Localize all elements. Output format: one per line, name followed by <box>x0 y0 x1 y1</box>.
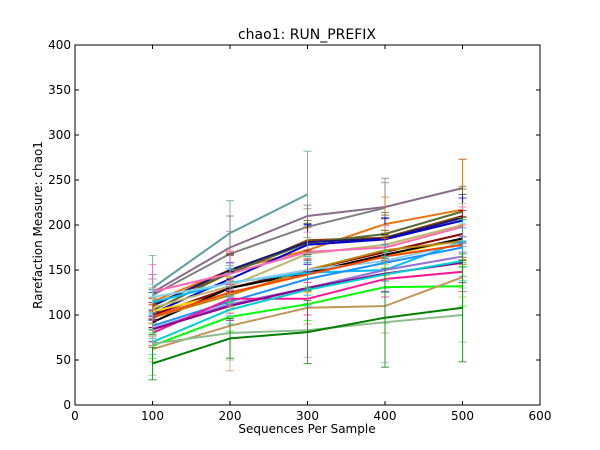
y-tick-label: 300 <box>48 128 71 142</box>
x-tick-label: 600 <box>529 409 552 423</box>
chart-title: chao1: RUN_PREFIX <box>238 27 376 43</box>
series-26 <box>148 253 467 381</box>
y-tick-label: 100 <box>48 308 71 322</box>
y-tick-label: 200 <box>48 218 71 232</box>
y-tick-label: 350 <box>48 83 71 97</box>
x-tick-label: 200 <box>219 409 242 423</box>
y-tick-label: 250 <box>48 173 71 187</box>
y-tick-label: 0 <box>63 398 71 412</box>
y-axis-ticks: 0 50 100 150 200 250 300 350 400 <box>48 38 540 412</box>
x-tick-label: 300 <box>296 409 319 423</box>
x-axis-ticks: 0 100 200 300 400 500 600 <box>71 45 551 423</box>
series-line <box>152 306 463 365</box>
x-tick-label: 100 <box>141 409 164 423</box>
x-axis-title: Sequences Per Sample <box>238 422 375 436</box>
y-tick-label: 400 <box>48 38 71 52</box>
y-tick-label: 50 <box>56 353 71 367</box>
x-tick-label: 400 <box>374 409 397 423</box>
y-axis-title: Rarefaction Measure: chao1 <box>31 141 45 309</box>
y-tick-label: 150 <box>48 263 71 277</box>
x-tick-label: 0 <box>71 409 79 423</box>
x-tick-label: 500 <box>451 409 474 423</box>
series-line <box>152 206 386 297</box>
plot-content <box>148 150 467 381</box>
